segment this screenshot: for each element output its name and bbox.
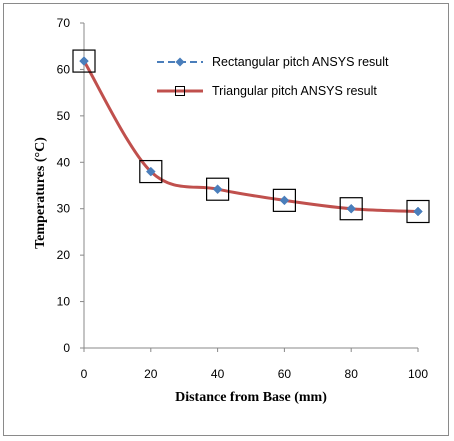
data-point-triangular bbox=[406, 199, 430, 224]
data-point-triangular bbox=[72, 49, 96, 73]
data-point-triangular bbox=[272, 188, 296, 212]
y-tick-label: 40 bbox=[57, 155, 71, 169]
data-point-rectangular bbox=[413, 206, 423, 217]
y-tick-label: 0 bbox=[63, 341, 70, 355]
y-axis-title: Temperatures (°C) bbox=[33, 137, 48, 249]
data-point-triangular bbox=[139, 159, 163, 184]
data-point-rectangular bbox=[212, 184, 223, 195]
x-tick-label: 100 bbox=[408, 367, 428, 381]
x-tick-label: 0 bbox=[81, 367, 88, 381]
data-point-rectangular bbox=[145, 166, 156, 177]
legend-label: Rectangular pitch ANSYS result bbox=[212, 55, 389, 69]
plot-area bbox=[72, 49, 430, 224]
x-tick-label: 80 bbox=[345, 367, 359, 381]
legend-item-triangular: Triangular pitch ANSYS result bbox=[157, 84, 377, 98]
y-tick-label: 30 bbox=[57, 202, 71, 216]
legend-label: Triangular pitch ANSYS result bbox=[212, 84, 377, 98]
data-point-triangular bbox=[206, 177, 230, 201]
y-tick-label: 50 bbox=[57, 109, 71, 123]
y-tick-label: 60 bbox=[57, 62, 71, 76]
legend-item-rectangular: Rectangular pitch ANSYS result bbox=[157, 55, 389, 69]
x-tick-label: 20 bbox=[144, 367, 158, 381]
x-axis-title: Distance from Base (mm) bbox=[175, 390, 327, 405]
x-tick-label: 60 bbox=[278, 367, 292, 381]
x-tick-label: 40 bbox=[211, 367, 225, 381]
y-tick-label: 10 bbox=[57, 295, 71, 309]
y-tick-label: 70 bbox=[57, 16, 71, 30]
data-point-rectangular bbox=[79, 56, 89, 66]
data-point-rectangular bbox=[279, 195, 290, 206]
axes bbox=[80, 22, 419, 352]
legend-swatch-marker bbox=[175, 57, 185, 67]
legend-swatch-marker bbox=[175, 86, 185, 96]
y-tick-label: 20 bbox=[57, 248, 71, 262]
chart-frame bbox=[3, 3, 449, 436]
data-point-triangular bbox=[339, 197, 363, 221]
data-point-rectangular bbox=[346, 203, 357, 214]
legend: Rectangular pitch ANSYS result Triangula… bbox=[157, 55, 389, 98]
tick-labels: 0 10 20 30 40 50 60 70 0 20 40 60 80 100 bbox=[57, 16, 429, 381]
